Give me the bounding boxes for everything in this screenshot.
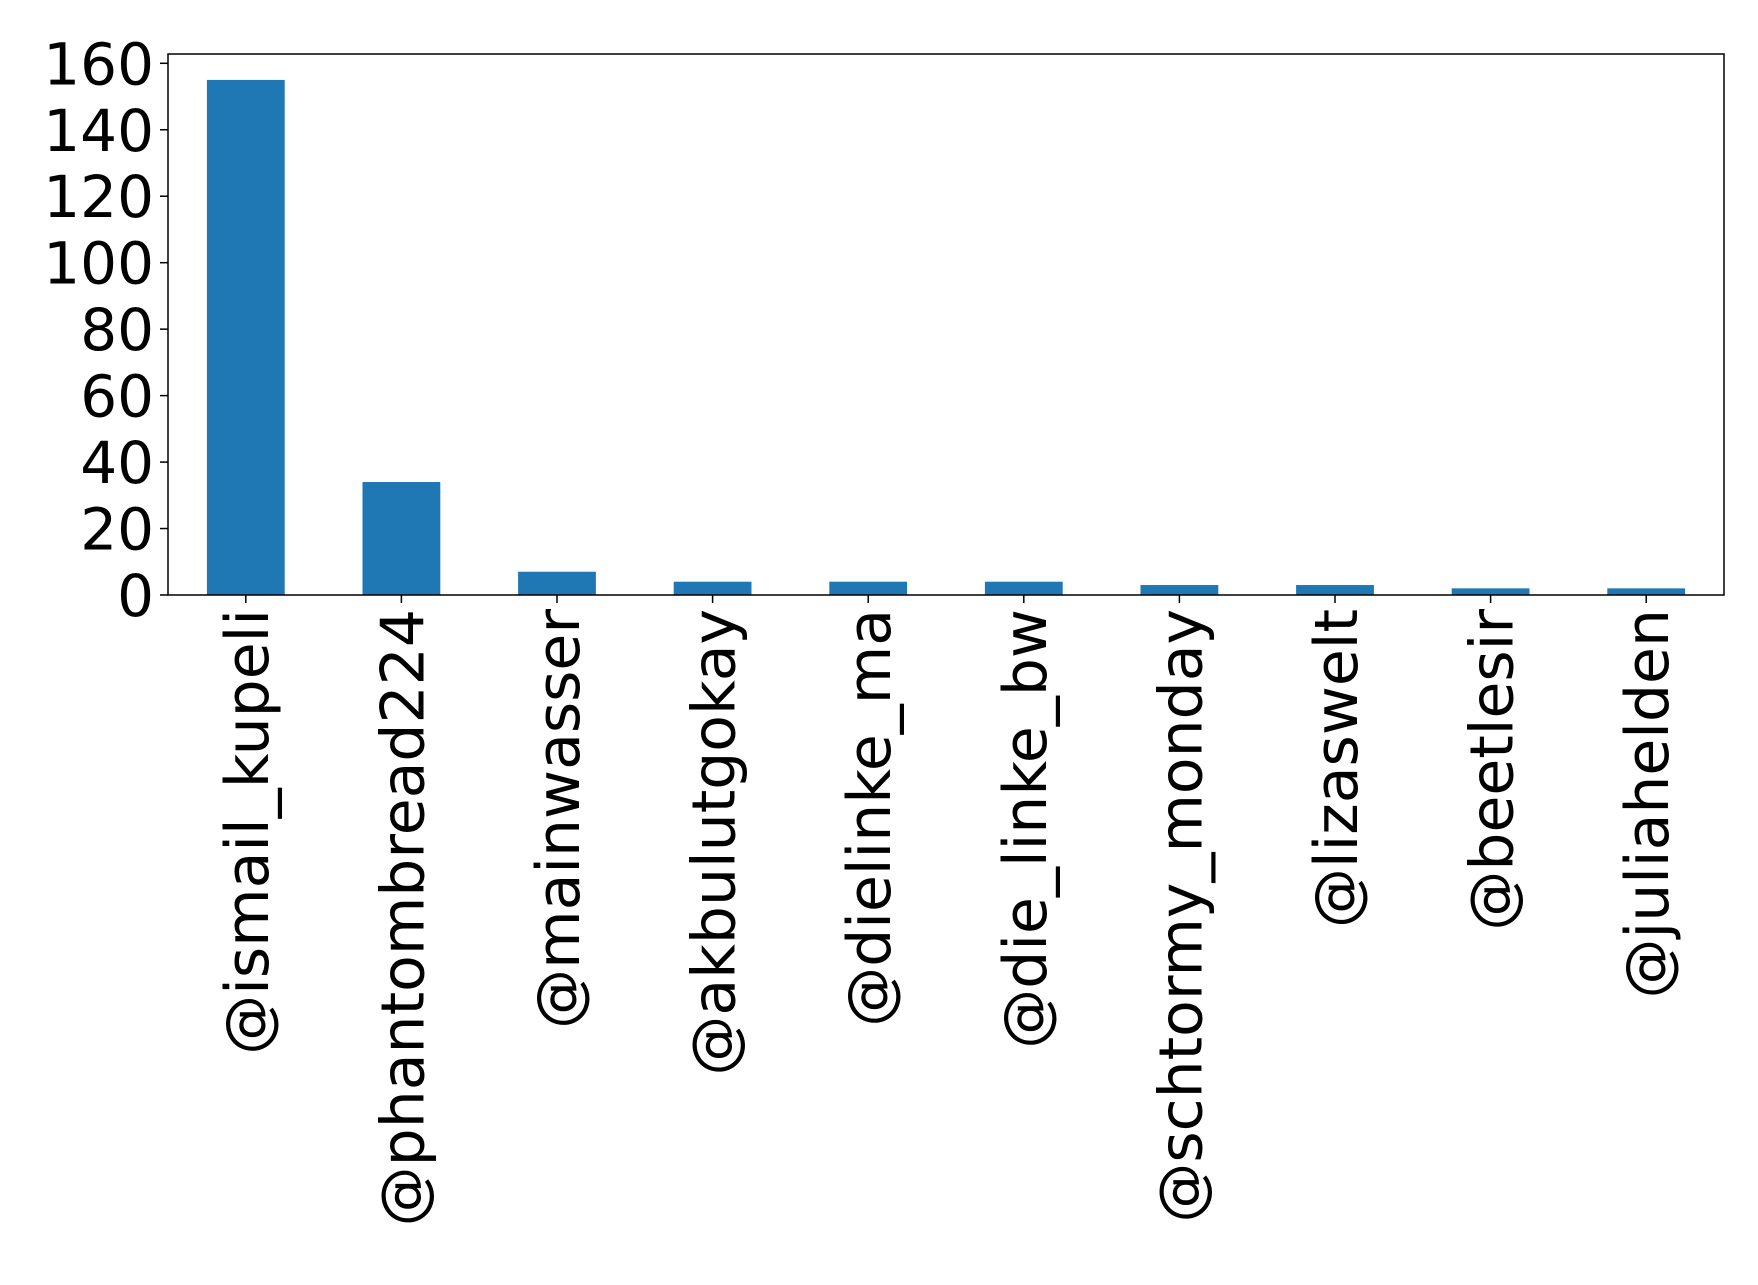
bar-0 (206, 79, 285, 595)
y-tick-label: 60 (80, 363, 154, 431)
bar-7 (1296, 585, 1374, 595)
x-tick-label: @schtormy_monday (1146, 609, 1216, 1223)
x-tick-label: @juliahelden (1613, 609, 1683, 998)
bar-4 (829, 581, 908, 595)
y-tick-label: 100 (43, 230, 154, 298)
y-tick-label: 140 (43, 97, 154, 165)
x-tick-label: @akbulutgokay (680, 609, 750, 1076)
y-tick-label: 80 (80, 296, 154, 364)
bar-6 (1140, 585, 1219, 595)
plot-frame (167, 53, 1725, 596)
x-tick-label: @beetlesir (1458, 609, 1528, 931)
y-tick-label: 160 (43, 30, 154, 98)
x-tick-label: @mainwasser (524, 609, 594, 1029)
y-tick-label: 40 (80, 429, 154, 497)
bars (206, 79, 1686, 595)
y-tick-label: 20 (80, 496, 154, 564)
bar-5 (984, 581, 1063, 595)
y-tick-label: 0 (117, 562, 154, 630)
y-tick-label: 120 (43, 163, 154, 231)
bar-8 (1451, 588, 1530, 595)
x-axis: @ismail_kupeli @phantombread224 @mainwasse… (213, 595, 1683, 1226)
x-tick-label: @die_linke_bw (991, 609, 1061, 1049)
x-tick-label: @phantombread224 (368, 609, 438, 1226)
x-tick-label: @dielinke_ma (835, 609, 905, 1027)
bar-9 (1607, 588, 1686, 595)
bar-1 (362, 482, 441, 595)
bar-2 (518, 571, 596, 595)
bar-3 (673, 581, 752, 595)
x-tick-label: @ismail_kupeli (213, 609, 283, 1055)
x-tick-label: @lizaswelt (1302, 609, 1372, 928)
